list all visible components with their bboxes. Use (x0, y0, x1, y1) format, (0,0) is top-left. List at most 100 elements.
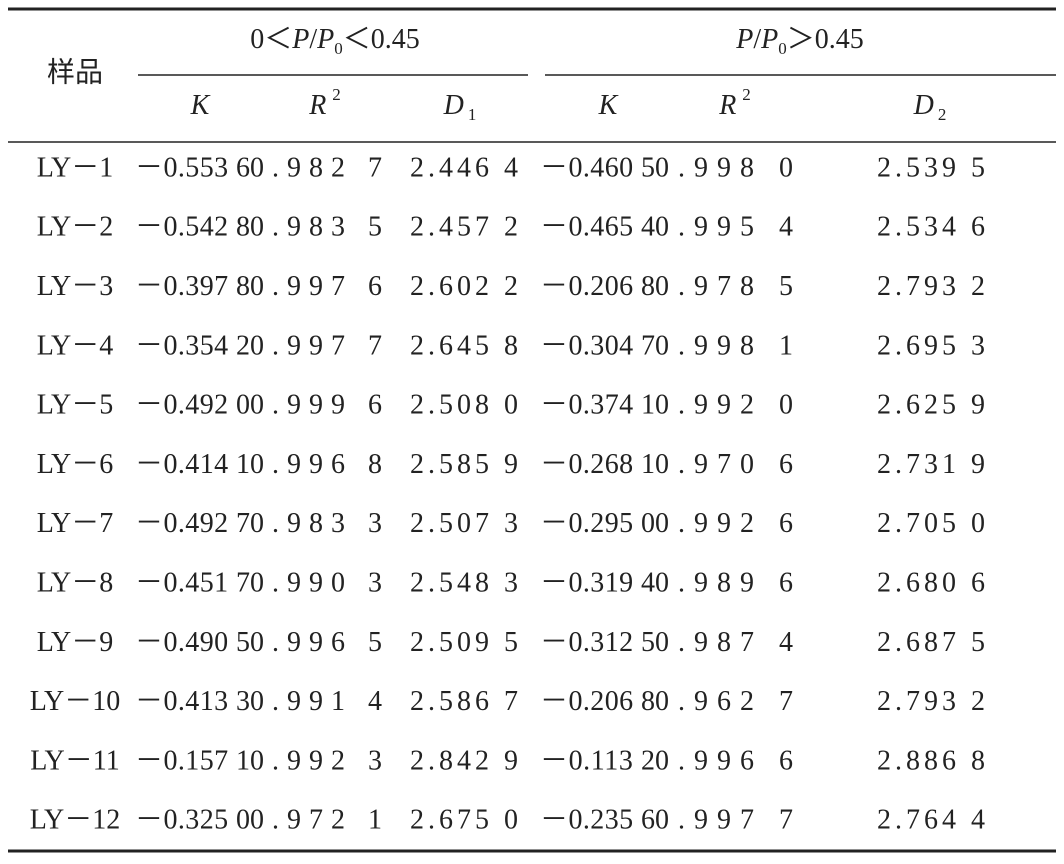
cell-value: 2.675 0 (410, 805, 518, 836)
cell-value: 0.996 8 (250, 449, 382, 480)
sample-name: LY－11 (30, 745, 119, 776)
header-part: ＞0.45 (787, 24, 864, 55)
cell-value: 0.972 1 (250, 805, 382, 836)
sample-name: LY－7 (37, 508, 114, 539)
group-header: 0＜P/P0＜0.45 (250, 24, 420, 57)
column-sup: 2 (332, 85, 341, 104)
cell-value: －0.325 0 (135, 805, 250, 836)
header-part: P (735, 24, 753, 55)
cell-value: 2.886 8 (877, 745, 985, 776)
cell-value: 0.991 4 (250, 686, 382, 717)
header-part: / (309, 24, 317, 55)
column-sup: 2 (742, 85, 751, 104)
header-part: P (291, 24, 309, 55)
cell-value: 2.793 2 (877, 686, 985, 717)
cell-value: 2.586 7 (410, 686, 518, 717)
sample-name: LY－1 (37, 152, 114, 183)
cell-value: 0.998 1 (655, 330, 793, 361)
cell-value: 2.446 4 (410, 152, 518, 183)
column-symbol: D (443, 90, 464, 121)
cell-value: －0.295 0 (540, 508, 655, 539)
cell-value: 2.842 9 (410, 745, 518, 776)
cell-value: －0.304 7 (540, 330, 655, 361)
cell-value: 2.645 8 (410, 330, 518, 361)
cell-value: 0.997 7 (655, 805, 793, 836)
header-part: 0 (334, 39, 343, 58)
cell-value: 2.507 3 (410, 508, 518, 539)
cell-value: 2.731 9 (877, 449, 985, 480)
cell-value: 2.695 3 (877, 330, 985, 361)
cell-value: 0.978 5 (655, 271, 793, 302)
column-header: K (190, 90, 211, 121)
cell-value: 0.992 6 (655, 508, 793, 539)
sample-name: LY－10 (30, 686, 121, 717)
sample-name: LY－5 (37, 390, 114, 421)
cell-value: 0.990 3 (250, 568, 382, 599)
cell-value: －0.451 7 (135, 568, 250, 599)
cell-value: 0.962 7 (655, 686, 793, 717)
cell-value: 0.998 0 (655, 152, 793, 183)
sample-name: LY－12 (30, 805, 121, 836)
cell-value: 2.457 2 (410, 212, 518, 243)
sample-name: LY－8 (37, 568, 114, 599)
column-symbol: R (718, 90, 736, 121)
cell-value: －0.490 5 (135, 627, 250, 658)
header-part: 0＜ (250, 24, 292, 55)
cell-value: 0.989 6 (655, 568, 793, 599)
header-part: ＜0.45 (343, 24, 420, 55)
cell-value: 0.970 6 (655, 449, 793, 480)
cell-value: 0.983 5 (250, 212, 382, 243)
cell-value: 0.996 5 (250, 627, 382, 658)
column-symbol: K (190, 90, 211, 121)
cell-value: 0.999 6 (250, 390, 382, 421)
cell-value: －0.465 4 (540, 212, 655, 243)
cell-value: －0.235 6 (540, 805, 655, 836)
sample-name: LY－3 (37, 271, 114, 302)
cell-value: －0.397 8 (135, 271, 250, 302)
cell-value: 2.508 0 (410, 390, 518, 421)
cell-value: 2.625 9 (877, 390, 985, 421)
cell-value: 0.983 3 (250, 508, 382, 539)
cell-value: 2.602 2 (410, 271, 518, 302)
cell-value: 2.687 5 (877, 627, 985, 658)
header-part: P (316, 24, 334, 55)
cell-value: 0.992 0 (655, 390, 793, 421)
sample-name: LY－6 (37, 449, 114, 480)
sample-name: LY－2 (37, 212, 114, 243)
cell-value: 0.996 6 (655, 745, 793, 776)
cell-value: －0.374 1 (540, 390, 655, 421)
column-symbol: R (308, 90, 326, 121)
cell-value: －0.206 8 (540, 686, 655, 717)
header-part: P (760, 24, 778, 55)
cell-value: －0.113 2 (540, 745, 655, 776)
cell-value: 0.987 4 (655, 627, 793, 658)
cell-value: 2.793 2 (877, 271, 985, 302)
cell-value: 2.539 5 (877, 152, 985, 183)
cell-value: 0.995 4 (655, 212, 793, 243)
column-header: K (598, 90, 619, 121)
cell-value: －0.268 1 (540, 449, 655, 480)
cell-value: －0.460 5 (540, 152, 655, 183)
sample-header: 样品 (47, 56, 103, 88)
cell-value: －0.312 5 (540, 627, 655, 658)
cell-value: －0.206 8 (540, 271, 655, 302)
cell-value: 0.992 3 (250, 745, 382, 776)
cell-value: 0.997 6 (250, 271, 382, 302)
cell-value: －0.354 2 (135, 330, 250, 361)
cell-value: －0.542 8 (135, 212, 250, 243)
header-part: / (753, 24, 761, 55)
cell-value: －0.413 3 (135, 686, 250, 717)
column-symbol: D (913, 90, 934, 121)
cell-value: －0.414 1 (135, 449, 250, 480)
cell-value: －0.157 1 (135, 745, 250, 776)
cell-value: 2.509 5 (410, 627, 518, 658)
cell-value: 2.680 6 (877, 568, 985, 599)
cell-value: 2.585 9 (410, 449, 518, 480)
cell-value: －0.492 7 (135, 508, 250, 539)
cell-value: 2.534 6 (877, 212, 985, 243)
